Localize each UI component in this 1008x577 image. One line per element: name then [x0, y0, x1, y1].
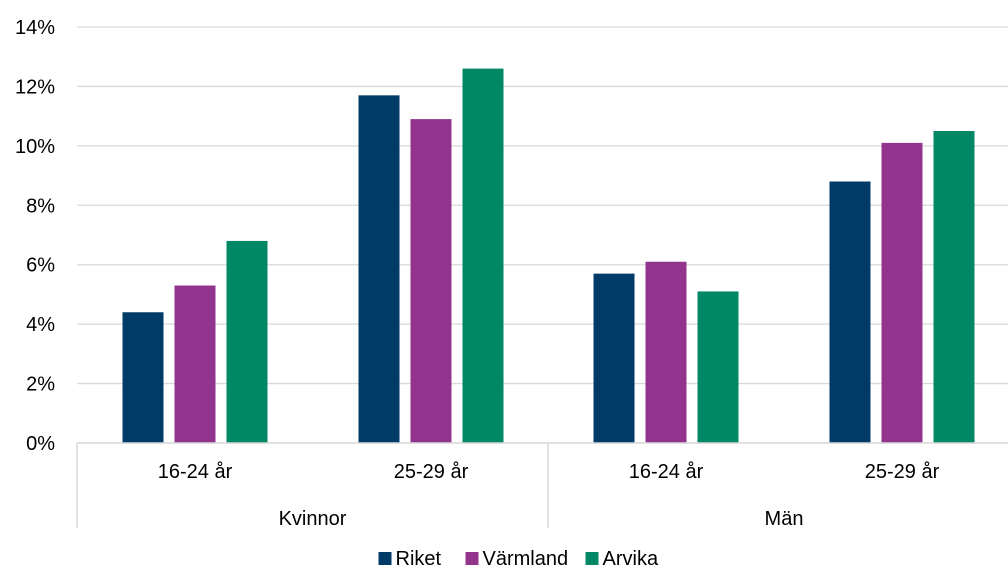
y-tick-label: 6% — [26, 255, 55, 277]
legend-label-v-rmland: Värmland — [483, 548, 569, 570]
y-tick-label: 12% — [15, 76, 55, 98]
bar-riket-0 — [122, 312, 164, 443]
y-axis-tick-labels: 0% 2% 4% 6% 8% 10% 12% 14% — [15, 17, 55, 455]
y-tick-label: 4% — [26, 314, 55, 336]
x-tick-label: 25-29 år — [394, 461, 469, 483]
bar-riket-1 — [358, 95, 400, 443]
x-group-label: Kvinnor — [279, 508, 347, 530]
x-group-label: Män — [765, 508, 804, 530]
x-tick-label: 25-29 år — [865, 461, 940, 483]
bar-arvika-3 — [933, 131, 975, 443]
legend-label-riket: Riket — [396, 548, 442, 570]
y-tick-label: 2% — [26, 374, 55, 396]
bar-arvika-1 — [462, 68, 504, 443]
y-tick-label: 10% — [15, 136, 55, 158]
x-axis — [76, 442, 1008, 528]
bar-v-rmland-0 — [174, 285, 216, 443]
y-tick-label: 14% — [15, 17, 55, 39]
bar-riket-3 — [829, 181, 871, 443]
legend-swatch-riket — [378, 552, 392, 565]
bar-v-rmland-1 — [410, 119, 452, 443]
x-tick-label: 16-24 år — [629, 461, 704, 483]
bars — [122, 68, 975, 443]
legend-swatch-arvika — [585, 552, 599, 565]
bar-riket-2 — [593, 273, 635, 443]
y-tick-label: 0% — [26, 433, 55, 455]
x-axis-tick-labels: 16-24 år 25-29 år Kvinnor 16-24 år 25-29 år M… — [158, 461, 940, 530]
legend-swatch-v-rmland — [465, 552, 479, 565]
legend-label-arvika: Arvika — [603, 548, 659, 570]
y-tick-label: 8% — [26, 195, 55, 217]
bar-v-rmland-2 — [645, 261, 687, 443]
x-tick-label: 16-24 år — [158, 461, 233, 483]
bar-arvika-2 — [697, 291, 739, 443]
bar-arvika-0 — [226, 240, 268, 443]
bar-v-rmland-3 — [881, 142, 923, 443]
legend: Riket Värmland Arvika — [378, 548, 659, 570]
